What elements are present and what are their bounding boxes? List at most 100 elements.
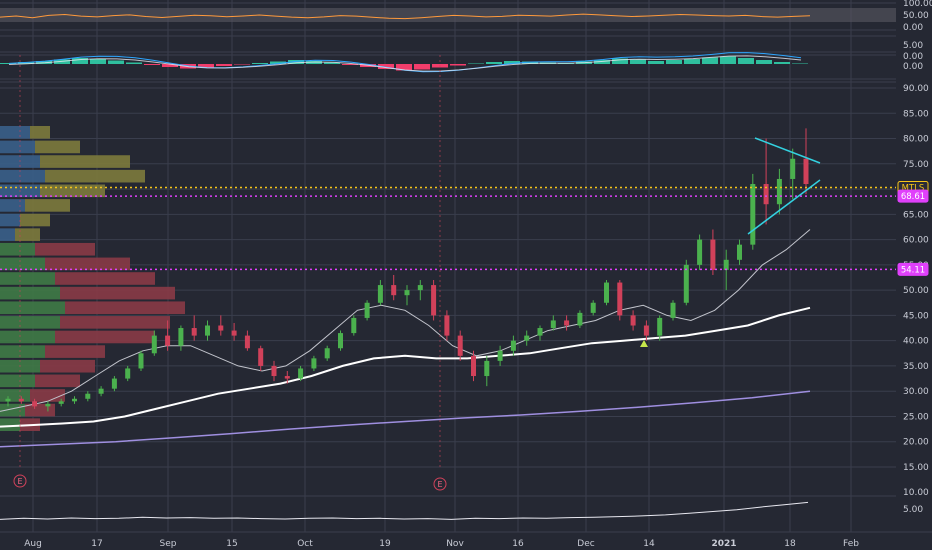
candle[interactable] — [5, 396, 11, 407]
candle[interactable] — [657, 315, 663, 341]
time-axis-label: Aug — [24, 539, 42, 549]
candle[interactable] — [311, 355, 317, 371]
candle[interactable] — [271, 360, 277, 382]
candle[interactable] — [284, 370, 290, 384]
candle[interactable] — [444, 310, 450, 341]
candle[interactable] — [643, 320, 649, 341]
candle[interactable] — [630, 310, 636, 331]
candle[interactable] — [737, 239, 742, 265]
candle[interactable] — [111, 376, 117, 392]
candle[interactable] — [338, 330, 343, 351]
price-axis-label: 15.00 — [903, 463, 929, 473]
ma-medium-line — [0, 306, 811, 428]
candle[interactable] — [431, 280, 437, 321]
volume-profile-bull-bar — [0, 286, 60, 300]
candle[interactable] — [524, 330, 530, 346]
candle[interactable] — [510, 335, 516, 356]
candle[interactable] — [484, 355, 490, 387]
candles[interactable] — [5, 128, 809, 412]
volume-profile-bull-bar — [0, 389, 30, 402]
candle-body — [431, 285, 437, 316]
candle[interactable] — [391, 274, 397, 301]
macd-histogram-bar — [72, 58, 88, 64]
volume-profile-bear-bar — [45, 345, 105, 358]
candle[interactable] — [178, 325, 184, 351]
price-axis-label: 75.00 — [903, 160, 929, 170]
candle-body — [138, 353, 144, 369]
candle[interactable] — [151, 330, 157, 356]
time-axis-label: 15 — [226, 539, 237, 549]
candle[interactable] — [404, 285, 410, 306]
candle[interactable] — [32, 398, 38, 409]
candle[interactable] — [298, 365, 304, 382]
volume-profile-bear-bar — [20, 213, 50, 227]
price-panel[interactable]: E E — [0, 55, 896, 491]
candle[interactable] — [577, 310, 583, 329]
volume-profile-bear-bar — [45, 169, 145, 183]
price-axis-label: 90.00 — [903, 84, 929, 94]
price-axis-label: 20.00 — [903, 438, 929, 448]
candle[interactable] — [803, 128, 809, 195]
candle[interactable] — [58, 398, 64, 407]
volume-profile-bear-bar — [55, 272, 155, 285]
candle[interactable] — [364, 300, 370, 321]
candle[interactable] — [125, 365, 131, 382]
candle[interactable] — [497, 345, 503, 366]
candle-body — [737, 244, 742, 260]
candle[interactable] — [258, 345, 264, 371]
candle[interactable] — [763, 138, 769, 225]
candle[interactable] — [138, 350, 144, 371]
candle[interactable] — [697, 234, 703, 270]
ma-long-line — [0, 390, 811, 448]
candle[interactable] — [750, 173, 756, 250]
candle-body — [657, 317, 663, 336]
triangle-lower-line[interactable] — [747, 179, 821, 235]
candle[interactable] — [218, 315, 224, 336]
candle[interactable] — [85, 391, 91, 402]
candle[interactable] — [18, 396, 24, 404]
candle[interactable] — [417, 280, 423, 301]
candle[interactable] — [564, 315, 570, 331]
candle[interactable] — [617, 280, 623, 321]
candle[interactable] — [710, 229, 716, 275]
earnings-marker-label: E — [17, 477, 22, 486]
triangle-upper-line[interactable] — [754, 137, 821, 164]
candle[interactable] — [537, 325, 543, 341]
macd-histogram-bar — [324, 62, 340, 64]
candle[interactable] — [550, 315, 556, 331]
candle[interactable] — [604, 280, 609, 306]
candle-body — [471, 355, 476, 377]
macd-histogram-bar — [630, 59, 646, 64]
earnings-marker[interactable]: E — [13, 474, 27, 488]
candle[interactable] — [351, 315, 357, 336]
volume-profile-bull-bar — [0, 301, 65, 315]
candle[interactable] — [670, 300, 676, 321]
time-axis-label: Nov — [446, 539, 464, 549]
candle[interactable] — [231, 322, 237, 341]
candle[interactable] — [98, 386, 104, 397]
time-axis-label: 17 — [91, 539, 102, 549]
macd-histogram-bar — [108, 60, 124, 64]
candle[interactable] — [324, 345, 330, 361]
candle[interactable] — [377, 280, 383, 306]
candle[interactable] — [683, 259, 689, 306]
candle[interactable] — [191, 315, 197, 341]
candle-body — [776, 178, 782, 205]
earnings-marker[interactable]: E — [433, 477, 447, 491]
volume-profile-bear-bar — [30, 389, 65, 402]
candle[interactable] — [244, 330, 250, 351]
candle[interactable] — [205, 320, 210, 341]
candle[interactable] — [590, 300, 596, 316]
candle[interactable] — [790, 148, 796, 200]
candle-body — [604, 282, 609, 303]
volume-profile-bear-bar — [25, 199, 70, 212]
volume-profile-bear-bar — [65, 301, 185, 315]
candle[interactable] — [72, 396, 77, 404]
candle[interactable] — [165, 320, 171, 351]
time-axis[interactable]: Aug 17 Sep 15 Oct 19 Nov 16 Dec 14 2021 18 Feb — [24, 539, 859, 549]
candle[interactable] — [776, 168, 782, 215]
candle[interactable] — [45, 401, 51, 412]
candle[interactable] — [471, 350, 476, 382]
candle[interactable] — [457, 330, 463, 361]
